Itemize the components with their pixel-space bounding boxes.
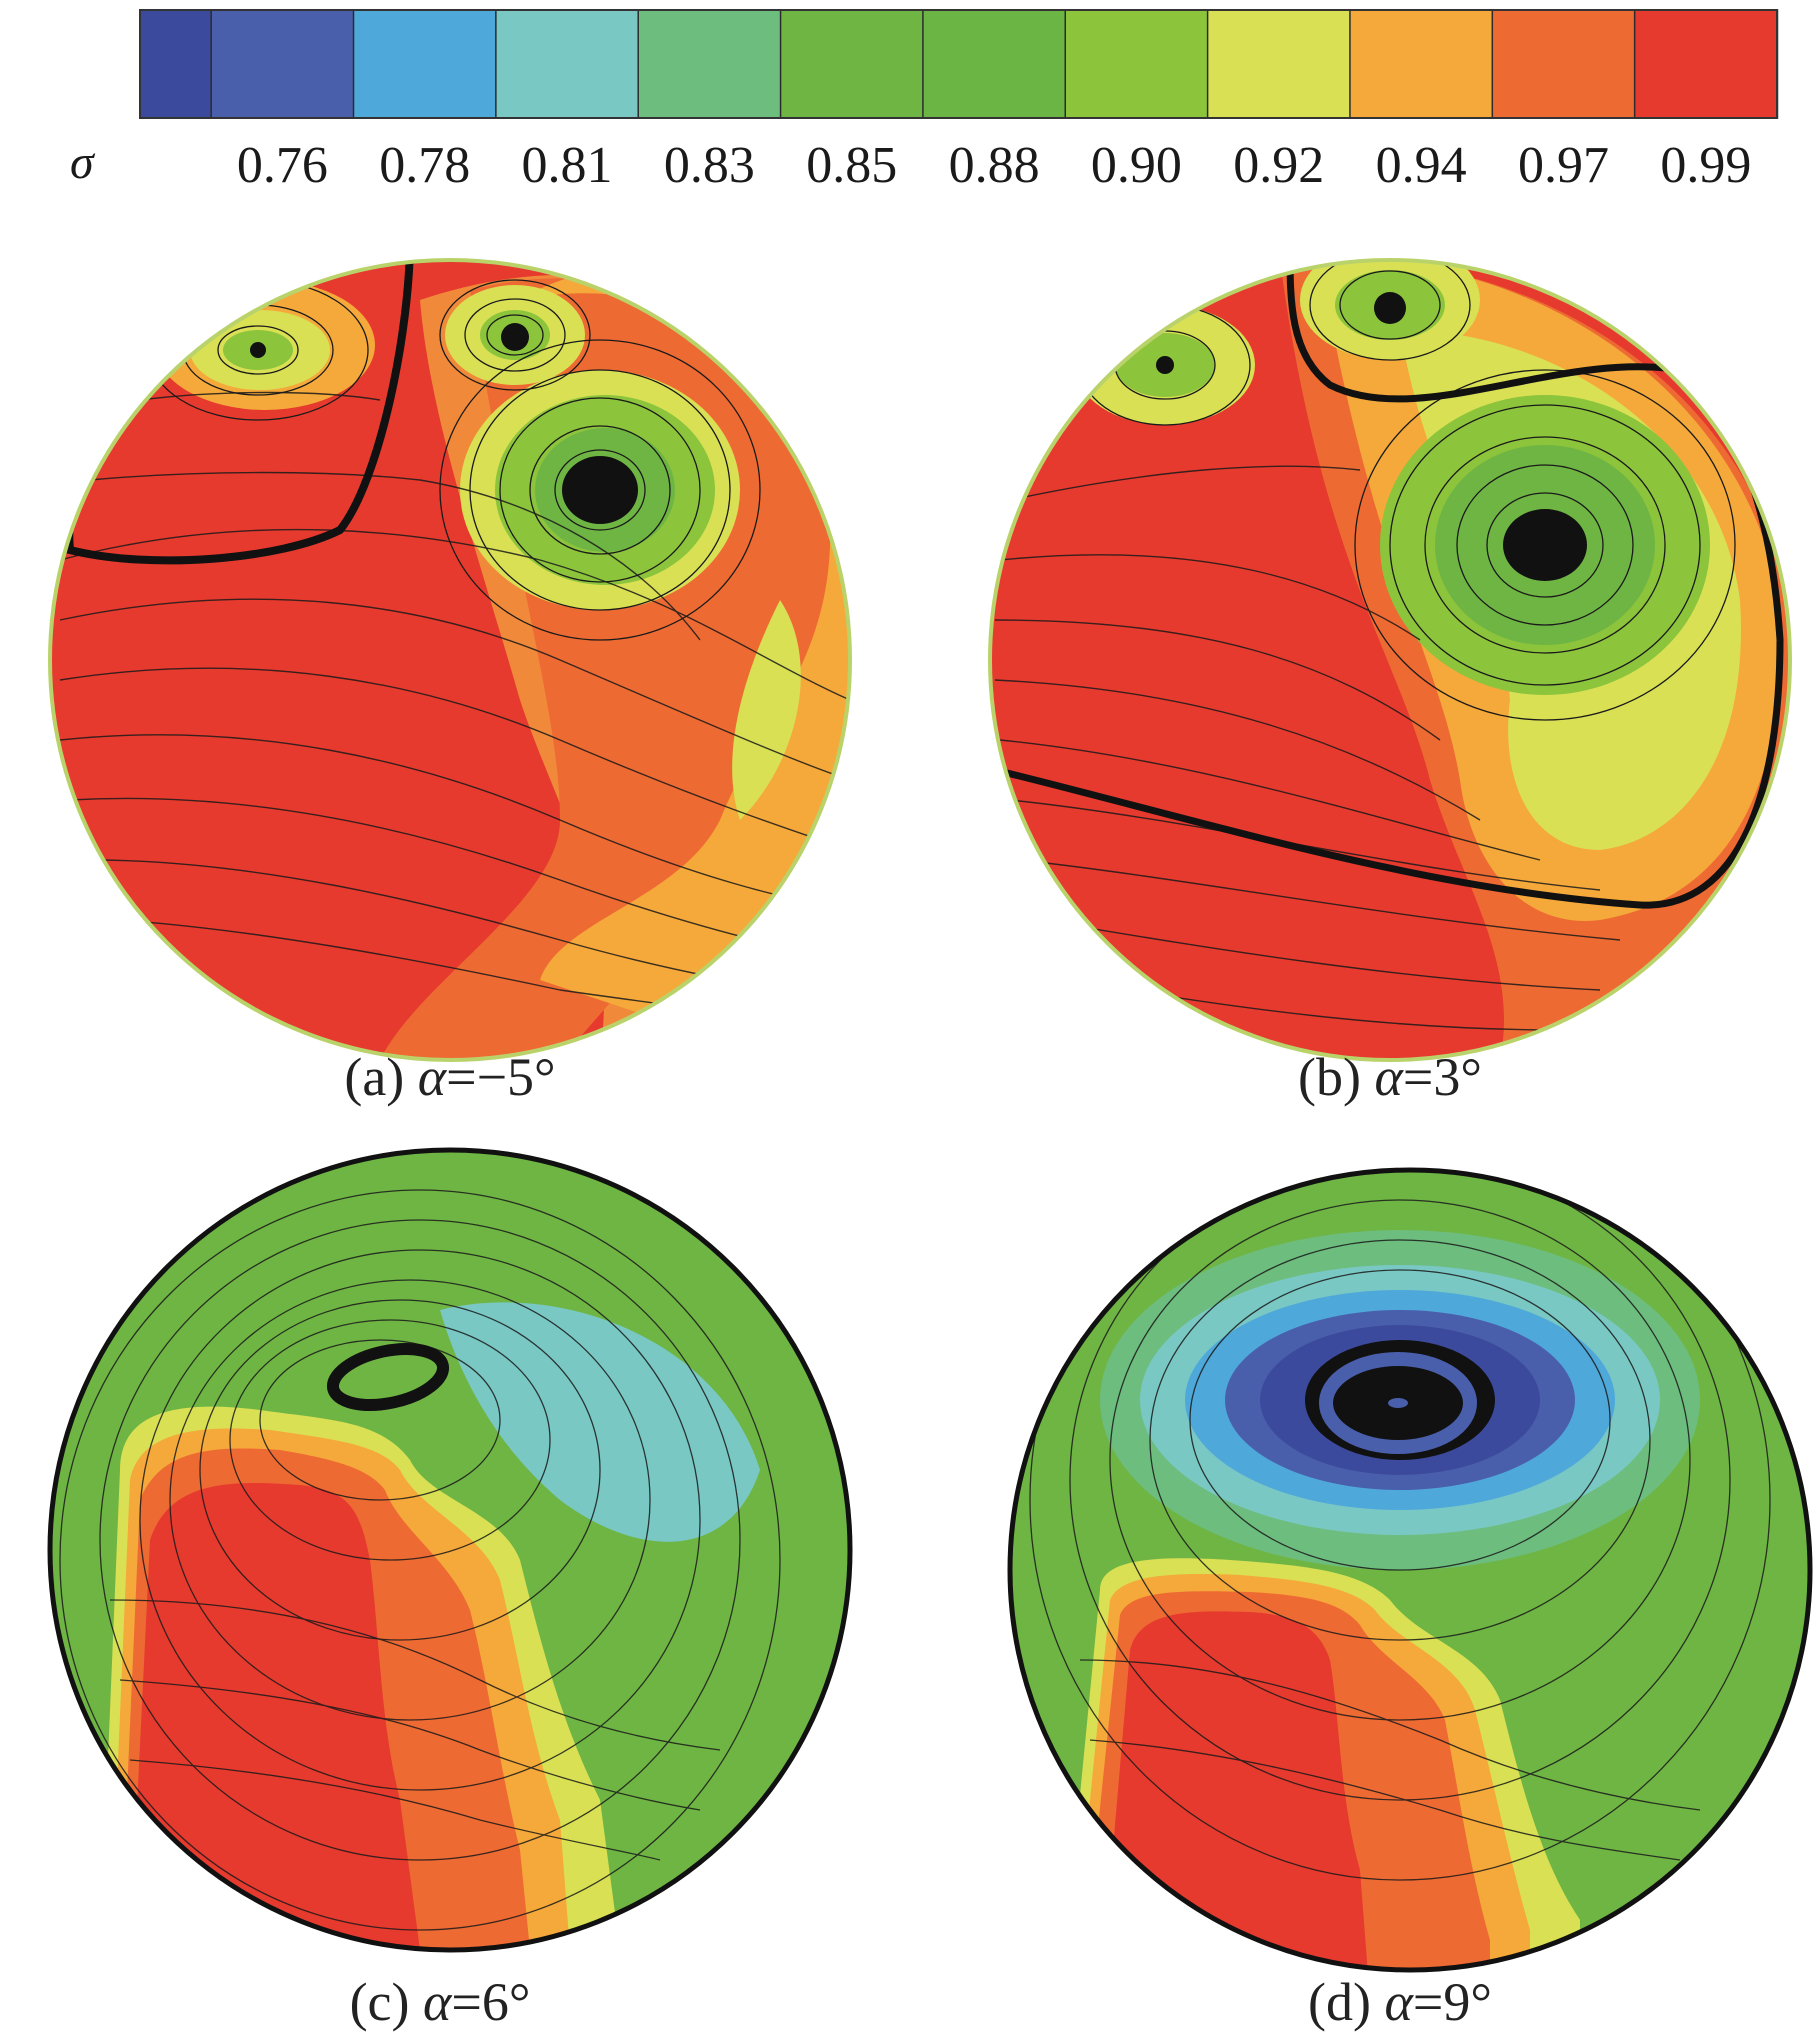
colorbar-cell (779, 9, 925, 119)
colorbar-tick-label: 0.92 (1233, 137, 1324, 194)
panel-d: (d) α=9° (1007, 1167, 1813, 2032)
colorbar-tick-label: 0.94 (1376, 137, 1467, 194)
panel-a-boundary (48, 258, 852, 1062)
panel-c-caption: (c) α=6° (350, 1972, 531, 2032)
colorbar-tick-label: 0.97 (1518, 137, 1609, 194)
panel-d-boundary (1007, 1167, 1813, 1973)
colorbar-tick-label: 0.76 (237, 137, 328, 194)
colorbar-cell (1633, 9, 1779, 119)
colorbar-tick-label: 0.88 (949, 137, 1040, 194)
colorbar-tick-label: 0.78 (379, 137, 470, 194)
colorbar-frame (139, 9, 1778, 119)
colorbar-cell (1491, 9, 1636, 119)
panel-d-caption: (d) α=9° (1308, 1972, 1492, 2032)
panel-b-caption: (b) α=3° (1298, 1047, 1482, 1107)
colorbar-cell (495, 9, 640, 119)
colorbar-cell (1064, 9, 1209, 119)
colorbar-cell (210, 9, 355, 119)
panel-a-contour (50, 260, 850, 1060)
colorbar-tick-label: 0.83 (664, 137, 755, 194)
colorbar: σ 0.76 0.78 0.81 0.83 0.85 0.88 0.90 0.92 0.94 0.… (70, 9, 1779, 194)
colorbar-cell (637, 9, 782, 119)
panel-a-caption: (a) α=−5° (344, 1047, 555, 1107)
panel-b: (b) α=3° (988, 258, 1792, 1107)
colorbar-tick-label: 0.99 (1660, 137, 1751, 194)
colorbar-cell (922, 9, 1067, 119)
panel-b-contour (990, 260, 1790, 1060)
panel-b-boundary (988, 258, 1792, 1062)
colorbar-cell (1349, 9, 1494, 119)
panel-c-contour (50, 1150, 850, 1950)
colorbar-tick-label: 0.90 (1091, 137, 1182, 194)
panel-a: (a) α=−5° (48, 258, 852, 1107)
panel-c: (c) α=6° (47, 1147, 853, 2032)
colorbar-symbol: σ (70, 136, 96, 189)
panel-c-boundary (47, 1147, 853, 1953)
panel-d-contour (1010, 1170, 1810, 1970)
colorbar-cell (139, 9, 213, 119)
colorbar-cell (1206, 9, 1352, 119)
colorbar-tick-label: 0.85 (806, 137, 897, 194)
colorbar-cell (352, 9, 498, 119)
colorbar-tick-label: 0.81 (522, 137, 613, 194)
colorbar-cells (139, 9, 1779, 119)
colorbar-tick-labels: 0.76 0.78 0.81 0.83 0.85 0.88 0.90 0.92 0.94 0.97… (237, 137, 1751, 194)
